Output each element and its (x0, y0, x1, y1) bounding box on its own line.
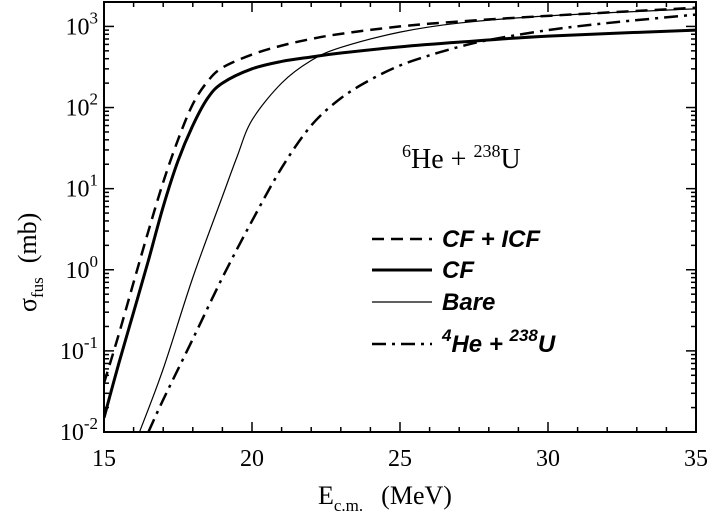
series-line-2 (138, 8, 696, 432)
x-tick-label: 20 (240, 446, 264, 472)
y-tick-label: 10-1 (60, 333, 98, 365)
x-tick-label: 35 (684, 446, 708, 472)
y-tick-label: 10-2 (60, 414, 98, 446)
x-tick-labels: 15 20 25 30 35 (92, 446, 708, 472)
series-lines (104, 6, 696, 432)
axis-ticks (103, 1, 697, 433)
legend-label-bare: Bare (442, 289, 495, 316)
y-tick-label: 101 (66, 171, 99, 203)
legend-label-cf-icf: CF + ICF (442, 226, 541, 253)
y-tick-label: 102 (66, 90, 99, 122)
series-line-3 (147, 13, 696, 432)
x-tick-label: 25 (388, 446, 412, 472)
x-tick-label: 15 (92, 446, 116, 472)
x-tick-label: 30 (536, 446, 560, 472)
legend-label-4he: 4He + 238U (441, 326, 556, 358)
series-line-0 (104, 6, 696, 384)
y-tick-label: 100 (66, 252, 99, 284)
x-axis-label: Ec.m. (MeV) (318, 481, 452, 515)
y-tick-label: 103 (66, 8, 99, 40)
legend-label-cf: CF (442, 257, 475, 284)
y-tick-labels: 10-2 10-1 100 101 102 103 (60, 8, 98, 446)
legend: CF + ICF CF Bare 4He + 238U (372, 226, 556, 358)
reaction-annotation: 6He + 238U (402, 141, 521, 175)
y-axis-label: σfus(mb) (13, 213, 47, 312)
series-line-1 (104, 28, 696, 419)
